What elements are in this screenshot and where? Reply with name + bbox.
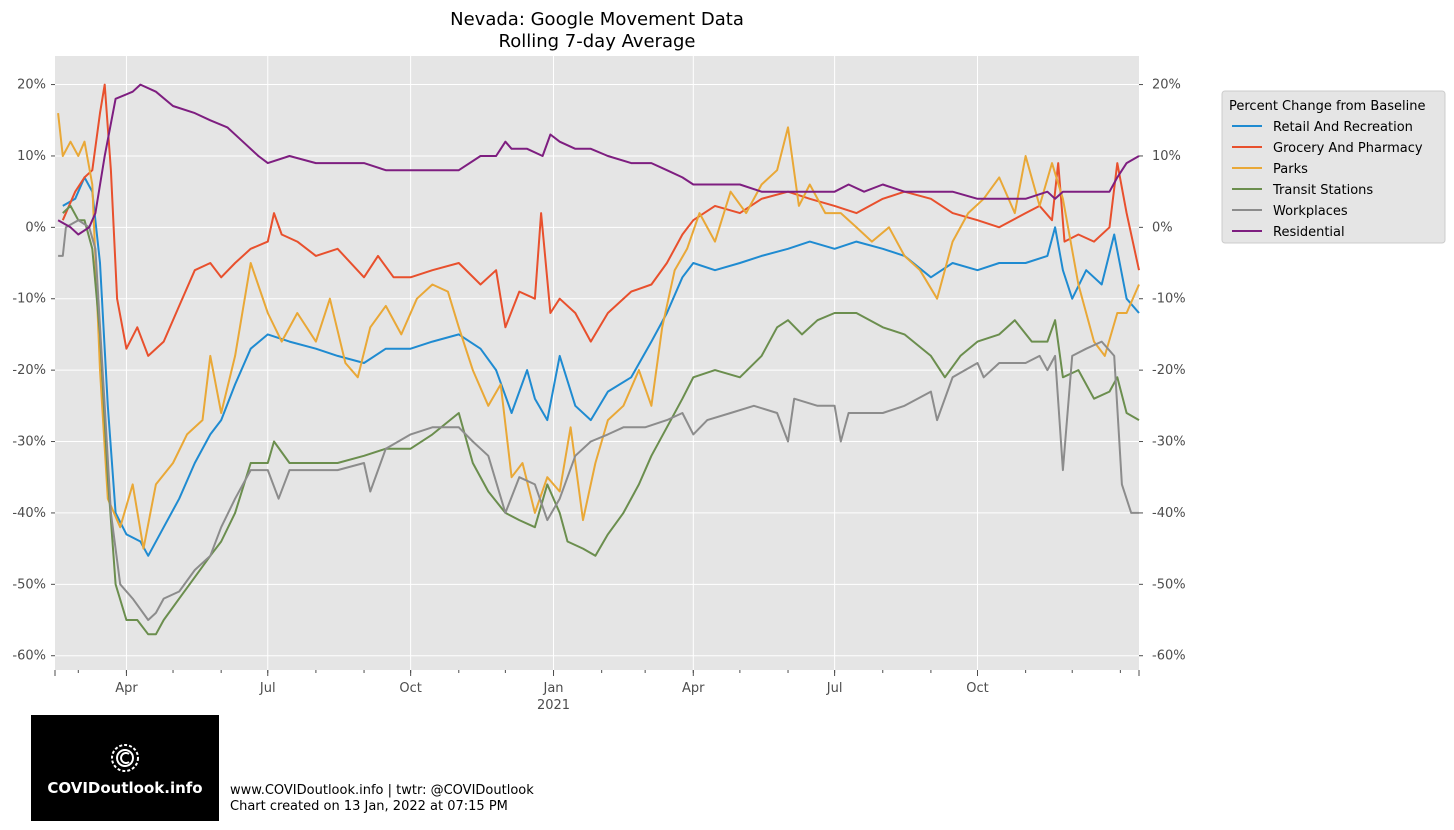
x-tick-label: Jul [259, 681, 276, 696]
x-tick-label: Jan [542, 681, 563, 696]
y-tick-label-left: 20% [17, 78, 46, 93]
y-tick-label-left: -60% [12, 649, 46, 664]
legend-label: Grocery And Pharmacy [1273, 141, 1423, 156]
series-lines [57, 83, 1140, 636]
plot-area [55, 56, 1139, 670]
y-tick-label-right: -20% [1152, 363, 1186, 378]
virus-icon [111, 744, 139, 772]
y-tick-label-right: 10% [1152, 149, 1181, 164]
y-tick-label-left: -30% [12, 435, 46, 450]
y-tick-label-right: -40% [1152, 506, 1186, 521]
y-tick-label-left: -40% [12, 506, 46, 521]
y-tick-label-right: -50% [1152, 577, 1186, 592]
y-tick-label-left: -10% [12, 292, 46, 307]
legend-entries: Retail And Recreation Grocery And Pharmac… [1232, 120, 1423, 240]
legend-title: Percent Change from Baseline [1229, 99, 1425, 114]
chart-title-line-1: Nevada: Google Movement Data [450, 9, 744, 30]
y-tick-label-right: 20% [1152, 78, 1181, 93]
y-tick-label-right: -30% [1152, 435, 1186, 450]
y-tick-label-right: 0% [1152, 220, 1173, 235]
legend-label: Residential [1273, 225, 1345, 240]
y-tick-label-left: -20% [12, 363, 46, 378]
y-tick-label-right: -10% [1152, 292, 1186, 307]
legend-label: Workplaces [1273, 204, 1348, 219]
logo-background [31, 715, 219, 821]
y-tick-label-left: 0% [25, 220, 46, 235]
legend-box [1221, 90, 1446, 244]
chart-title-line-2: Rolling 7-day Average [499, 31, 696, 52]
legend-label: Retail And Recreation [1273, 120, 1413, 135]
y-tick-label-left: -50% [12, 577, 46, 592]
y-tick-label-right: -60% [1152, 649, 1186, 664]
axes: 20% 20% 10% 10% 0% 0% -10% -10% -20% -20% -30% -30%… [12, 78, 1185, 713]
x-tick-label: Jul [826, 681, 843, 696]
x-tick-label: Apr [115, 681, 138, 696]
footer-website: www.COVIDoutlook.info | twtr: @COVIDoutl… [230, 783, 534, 798]
x-tick-label: Oct [399, 681, 421, 696]
grid-lines [55, 56, 1139, 670]
logo-text: COVIDoutlook.info [47, 779, 202, 797]
legend: Percent Change from Baseline Retail And … [1221, 90, 1446, 244]
x-year-label: 2021 [537, 698, 570, 713]
series-line-residential [57, 83, 1140, 236]
logo: COVIDoutlook.info [31, 715, 219, 821]
legend-label: Parks [1273, 162, 1308, 177]
series-line-parks [57, 112, 1140, 550]
x-tick-label: Apr [682, 681, 705, 696]
series-line-grocery-and-pharmacy [61, 83, 1140, 357]
y-tick-label-left: 10% [17, 149, 46, 164]
x-tick-label: Oct [966, 681, 988, 696]
series-line-transit-stations [62, 204, 1140, 636]
series-line-workplaces [58, 219, 1139, 621]
footer-created-date: Chart created on 13 Jan, 2022 at 07:15 P… [230, 799, 508, 814]
legend-label: Transit Stations [1272, 183, 1373, 198]
series-line-retail-and-recreation [62, 176, 1140, 557]
